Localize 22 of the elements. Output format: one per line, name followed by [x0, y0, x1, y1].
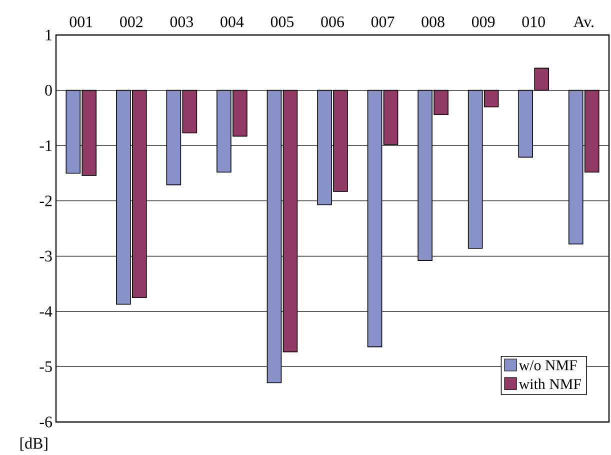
y-tick-label: 1: [46, 30, 52, 40]
x-tick-label: 004: [220, 16, 244, 28]
x-tick-label: 006: [321, 16, 344, 28]
legend-label: with NMF: [518, 378, 581, 390]
x-tick-label: 002: [120, 16, 142, 28]
y-tick-label: -3: [40, 250, 52, 262]
y-axis-title: [dB]: [20, 438, 48, 451]
y-tick-label: 0: [45, 84, 52, 96]
x-tick-label: 003: [170, 16, 194, 28]
x-tick-label: Av.: [573, 16, 594, 28]
x-tick-label: 009: [472, 16, 495, 28]
x-tick-label: 005: [270, 16, 294, 28]
y-tick-label: -1: [40, 140, 52, 151]
legend-label: w/o NMF: [518, 360, 577, 370]
x-tick-label: 008: [422, 16, 444, 28]
y-tick-label: -6: [40, 416, 52, 428]
x-tick-label: 007: [371, 16, 394, 28]
x-tick-label: 001: [70, 16, 92, 28]
y-tick-label: -5: [40, 361, 52, 372]
y-tick-label: -2: [40, 196, 52, 206]
x-tick-label: 010: [522, 16, 545, 28]
y-tick-label: -4: [40, 306, 52, 317]
